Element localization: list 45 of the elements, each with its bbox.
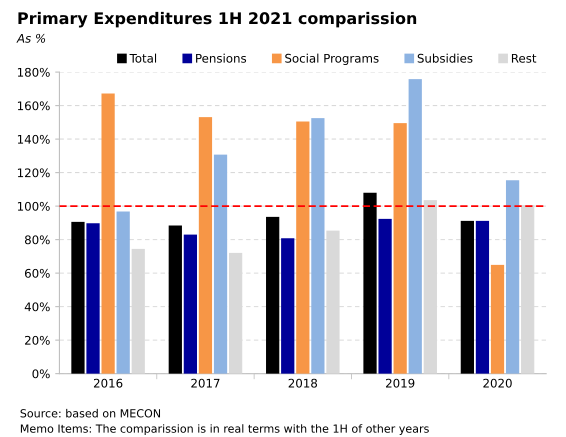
x-tick-label: 2019 bbox=[386, 378, 414, 388]
bar bbox=[116, 211, 130, 374]
bar bbox=[506, 180, 520, 374]
bar bbox=[424, 200, 437, 374]
y-tick-label: 20% bbox=[25, 336, 50, 345]
legend-label: Rest bbox=[512, 54, 536, 63]
bar bbox=[71, 222, 85, 374]
bar bbox=[184, 234, 198, 374]
bar bbox=[198, 117, 212, 374]
y-tick-label: 60% bbox=[24, 268, 50, 278]
bar bbox=[363, 192, 377, 374]
bar bbox=[86, 223, 100, 374]
legend-label: Total bbox=[130, 54, 156, 63]
bar bbox=[460, 220, 474, 374]
source-note: Source: based on MECON bbox=[20, 408, 160, 418]
y-tick-label: 100% bbox=[18, 202, 50, 211]
bar bbox=[168, 226, 182, 374]
chart-title: Primary Expenditures 1H 2021 comparission bbox=[18, 12, 416, 28]
bar bbox=[311, 118, 325, 374]
y-tick-label: 120% bbox=[18, 168, 50, 178]
y-tick-label: 40% bbox=[24, 302, 50, 312]
y-tick-label: 140% bbox=[18, 134, 50, 144]
bar bbox=[296, 122, 310, 374]
legend-label: Pensions bbox=[196, 54, 246, 63]
x-tick-label: 2020 bbox=[483, 378, 512, 388]
bar bbox=[408, 79, 422, 374]
bar bbox=[476, 220, 490, 374]
x-tick-label: 2017 bbox=[191, 378, 220, 388]
y-tick-label: 0% bbox=[32, 369, 50, 378]
legend-label: Social Programs bbox=[285, 54, 379, 66]
bar bbox=[490, 264, 504, 374]
bar bbox=[214, 154, 228, 374]
bar bbox=[266, 216, 280, 374]
x-tick-label: 2018 bbox=[288, 378, 318, 388]
bar bbox=[378, 218, 392, 374]
legend-label: Subsidies bbox=[418, 54, 472, 63]
x-tick-label: 2016 bbox=[94, 378, 122, 388]
bar bbox=[394, 123, 407, 374]
y-tick-label: 80% bbox=[24, 235, 50, 244]
bar bbox=[101, 94, 115, 374]
y-tick-label: 180% bbox=[18, 68, 50, 77]
y-tick-label: 160% bbox=[18, 101, 50, 110]
text: Memo Items: The comparission is in real terms with the 1H of other years bbox=[20, 424, 429, 435]
chart-subtitle: As % bbox=[16, 34, 46, 43]
bar bbox=[281, 238, 294, 374]
